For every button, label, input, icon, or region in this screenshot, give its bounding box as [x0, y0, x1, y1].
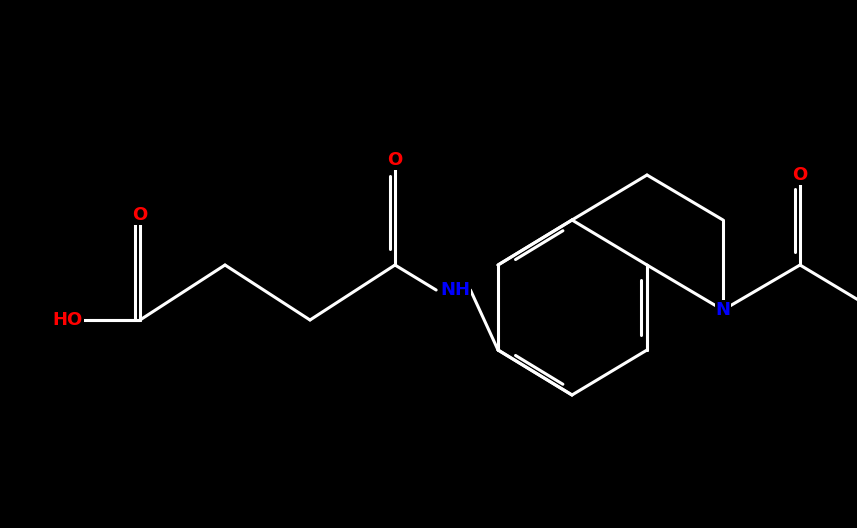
Text: O: O [793, 166, 807, 184]
Text: O: O [387, 151, 403, 169]
Text: HO: HO [53, 311, 83, 329]
Text: N: N [716, 301, 730, 319]
Text: NH: NH [440, 281, 470, 299]
Text: O: O [132, 206, 147, 224]
